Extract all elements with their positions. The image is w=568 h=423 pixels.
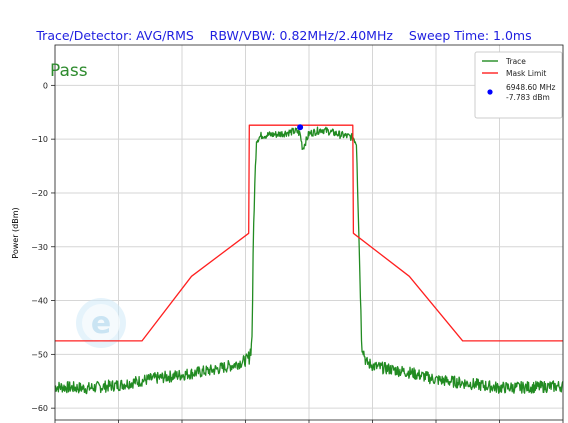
grid-lines xyxy=(54,45,564,420)
y-tick-label: 0 xyxy=(43,81,48,90)
marker-point xyxy=(297,124,304,131)
y-ticks: 0 −10 −20 −30 −40 −50 −60 xyxy=(31,81,55,413)
legend-marker-power: -7.783 dBm xyxy=(506,93,550,102)
legend-label: Mask Limit xyxy=(506,69,546,78)
legend-label: Trace xyxy=(505,57,526,66)
series-line-trace xyxy=(54,126,564,395)
svg-text:e: e xyxy=(91,306,111,341)
legend-marker-freq: 6948.60 MHz xyxy=(506,83,556,92)
y-tick-label: −30 xyxy=(31,243,48,252)
x-ticks xyxy=(54,420,564,423)
legend: Trace Mask Limit 6948.60 MHz-7.783 dBm xyxy=(474,51,563,119)
y-tick-label: −60 xyxy=(31,404,48,413)
chart-title: Trace/Detector: AVG/RMS RBW/VBW: 0.82MHz… xyxy=(36,28,532,43)
y-tick-label: −20 xyxy=(31,189,48,198)
y-tick-label: −40 xyxy=(31,297,48,306)
pass-status-text: Pass xyxy=(50,61,88,81)
legend-marker-dot xyxy=(487,89,493,95)
y-tick-label: −50 xyxy=(31,350,48,359)
watermark-logo: e xyxy=(76,298,126,348)
series-layer xyxy=(54,124,564,395)
y-tick-label: −10 xyxy=(31,135,48,144)
y-axis-label: Power (dBm) xyxy=(11,207,20,258)
